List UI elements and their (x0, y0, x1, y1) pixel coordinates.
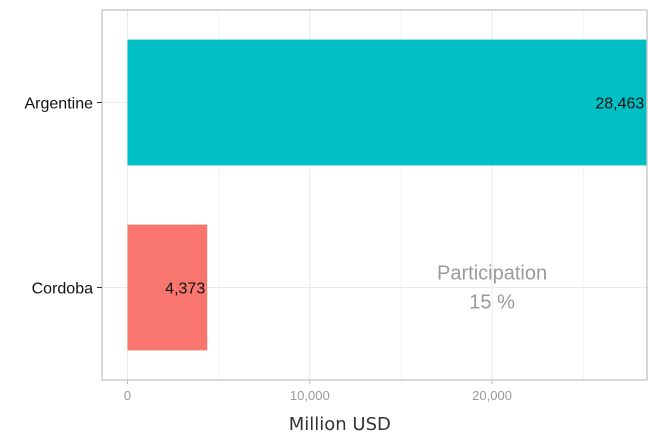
annotation-participation-value: 15 % (469, 292, 515, 314)
y-tick-label-cordoba: Cordoba (32, 281, 93, 298)
bar-labels: 28,463 4,373 (165, 96, 644, 298)
panel-border (101, 9, 648, 381)
bar-value-label-cordoba: 4,373 (165, 281, 205, 298)
x-tick-label: 20,000 (472, 388, 512, 403)
x-axis-title: Million USD (289, 414, 391, 433)
y-tick-label-argentine: Argentine (25, 96, 94, 113)
x-tick-label: 10,000 (290, 388, 330, 403)
bar-cordoba (127, 224, 208, 351)
y-axis: Argentine Cordoba (25, 96, 102, 298)
x-tick-label: 0 (124, 388, 131, 403)
annotation-participation-label: Participation (437, 263, 547, 285)
bars (127, 39, 647, 351)
bar-value-label-argentine: 28,463 (595, 96, 644, 113)
x-axis: 0 10,000 20,000 (124, 380, 512, 403)
bar-argentine (127, 39, 647, 166)
